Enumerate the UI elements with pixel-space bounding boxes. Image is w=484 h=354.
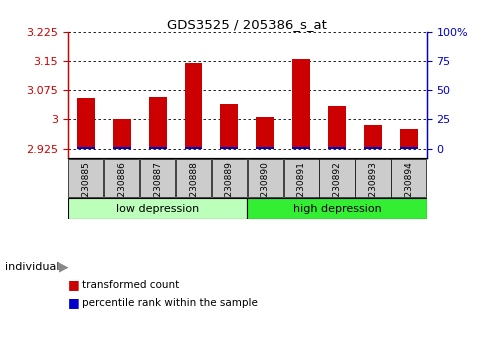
Bar xyxy=(327,106,345,149)
Text: GSM230894: GSM230894 xyxy=(404,161,412,216)
Bar xyxy=(112,147,131,149)
FancyBboxPatch shape xyxy=(283,159,318,198)
Bar xyxy=(148,147,166,149)
Text: ■: ■ xyxy=(68,296,79,309)
Text: percentile rank within the sample: percentile rank within the sample xyxy=(82,298,258,308)
FancyBboxPatch shape xyxy=(212,159,246,198)
Bar xyxy=(184,147,202,149)
FancyBboxPatch shape xyxy=(68,159,103,198)
Text: individual: individual xyxy=(5,262,59,272)
Title: GDS3525 / 205386_s_at: GDS3525 / 205386_s_at xyxy=(167,18,327,31)
Bar xyxy=(363,125,381,149)
Bar xyxy=(220,147,238,149)
Bar xyxy=(256,118,274,149)
Text: ■: ■ xyxy=(68,279,79,291)
Bar xyxy=(76,98,95,149)
Text: GSM230890: GSM230890 xyxy=(260,161,269,216)
Text: GSM230893: GSM230893 xyxy=(368,161,377,216)
Text: GSM230885: GSM230885 xyxy=(81,161,90,216)
Text: GSM230889: GSM230889 xyxy=(225,161,233,216)
Bar xyxy=(112,119,131,149)
Text: GSM230891: GSM230891 xyxy=(296,161,305,216)
Text: ▶: ▶ xyxy=(59,261,69,274)
Text: low depression: low depression xyxy=(116,204,199,213)
FancyBboxPatch shape xyxy=(68,198,247,219)
Bar xyxy=(291,59,310,149)
Text: GSM230888: GSM230888 xyxy=(189,161,197,216)
Bar xyxy=(184,63,202,149)
Text: GSM230886: GSM230886 xyxy=(117,161,126,216)
Bar xyxy=(327,147,345,149)
FancyBboxPatch shape xyxy=(140,159,175,198)
FancyBboxPatch shape xyxy=(176,159,211,198)
FancyBboxPatch shape xyxy=(319,159,354,198)
FancyBboxPatch shape xyxy=(104,159,139,198)
FancyBboxPatch shape xyxy=(391,159,425,198)
Bar xyxy=(399,129,417,149)
Text: transformed count: transformed count xyxy=(82,280,180,290)
Bar xyxy=(256,147,274,149)
Bar xyxy=(399,147,417,149)
Bar xyxy=(148,97,166,149)
Bar xyxy=(76,147,95,149)
Text: GSM230892: GSM230892 xyxy=(332,161,341,216)
Bar xyxy=(363,147,381,149)
FancyBboxPatch shape xyxy=(247,198,426,219)
Text: high depression: high depression xyxy=(292,204,380,213)
Bar xyxy=(291,147,310,149)
Bar xyxy=(220,104,238,149)
FancyBboxPatch shape xyxy=(247,159,282,198)
Text: GSM230887: GSM230887 xyxy=(153,161,162,216)
FancyBboxPatch shape xyxy=(355,159,390,198)
